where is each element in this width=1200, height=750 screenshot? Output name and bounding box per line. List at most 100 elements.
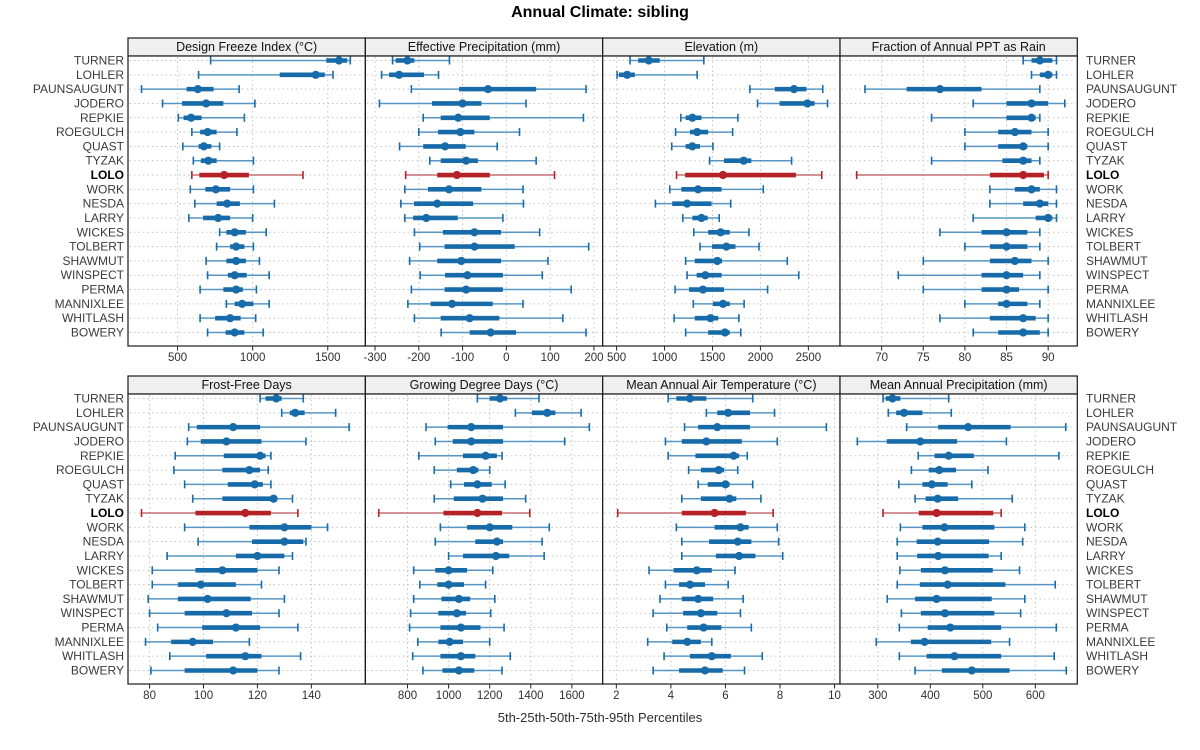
- median-dot: [253, 551, 262, 561]
- site-label-left-tolbert: TOLBERT: [69, 578, 125, 592]
- range-wickes: [939, 228, 1041, 237]
- median-dot: [241, 652, 250, 661]
- x-tick-label: 85: [1000, 352, 1013, 364]
- site-label-left-paunsaugunt: PAUNSAUGUNT: [33, 82, 125, 96]
- x-tick-label: 2: [613, 690, 619, 702]
- range-turner: [476, 394, 540, 403]
- range-mannixlee: [416, 637, 491, 646]
- range-mannixlee: [225, 299, 270, 308]
- range-bowery: [440, 328, 587, 337]
- range-paunsaugunt: [187, 423, 350, 432]
- range-winspect: [419, 271, 544, 280]
- panel-strip-title: Design Freeze Index (°C): [176, 40, 317, 54]
- range-roegulch: [910, 465, 989, 475]
- site-label-left-mannixlee: MANNIXLEE: [55, 297, 124, 311]
- site-label-right-larry: LARRY: [1086, 549, 1126, 563]
- panel-strip-title: Mean Annual Air Temperature (°C): [626, 378, 816, 392]
- range-work: [183, 523, 329, 532]
- site-label-right-wickes: WICKES: [1086, 563, 1133, 577]
- x-tick-label: 1000: [652, 352, 678, 364]
- median-dot: [201, 99, 211, 108]
- median-dot: [230, 328, 239, 337]
- site-label-left-turner: TURNER: [74, 392, 124, 406]
- median-dot: [473, 480, 482, 489]
- range-bowery: [684, 328, 742, 337]
- median-dot: [232, 256, 241, 266]
- median-dot: [710, 508, 719, 518]
- range-tyzak: [191, 494, 294, 503]
- median-dot: [1044, 70, 1053, 79]
- site-label-right-work: WORK: [1086, 520, 1123, 534]
- median-dot: [685, 394, 695, 403]
- range-paunsaugunt: [749, 85, 824, 94]
- median-dot: [220, 170, 229, 180]
- range-roegulch: [964, 127, 1049, 137]
- range-lolo: [882, 508, 1002, 518]
- range-shawmut: [886, 594, 1026, 604]
- site-label-left-larry: LARRY: [84, 549, 124, 563]
- site-label-left-larry: LARRY: [84, 211, 124, 225]
- range-mannixlee: [875, 637, 1011, 646]
- median-dot: [1002, 242, 1011, 251]
- median-dot: [473, 508, 482, 518]
- median-dot: [229, 666, 238, 675]
- x-tick-label: 1600: [559, 690, 585, 702]
- range-bowery: [150, 666, 280, 675]
- median-dot: [946, 623, 955, 632]
- site-label-left-tyzak: TYZAK: [85, 154, 124, 168]
- x-tick-label: -300: [364, 352, 387, 364]
- median-dot: [699, 623, 708, 632]
- range-whitlash: [673, 314, 740, 323]
- median-dot: [933, 537, 942, 546]
- median-dot: [1010, 256, 1019, 266]
- range-wickes: [218, 228, 267, 237]
- range-winspect: [409, 609, 492, 618]
- site-label-left-wickes: WICKES: [77, 563, 124, 577]
- range-repkie: [930, 113, 1041, 122]
- panel-mean-annual-precipitation-mm: Mean Annual Precipitation (mm) 300 400 500 6…: [839, 375, 1078, 702]
- median-dot: [789, 85, 799, 94]
- x-tick-label: 1000: [436, 690, 462, 702]
- median-dot: [229, 423, 238, 432]
- site-label-left-work: WORK: [87, 182, 124, 196]
- range-larry: [166, 551, 294, 561]
- site-label-left-jodero: JODERO: [74, 434, 124, 448]
- panel-area: [364, 55, 604, 347]
- panel-area: [839, 393, 1078, 685]
- x-tick-label: 500: [607, 352, 626, 364]
- median-dot: [933, 494, 942, 503]
- site-label-left-paunsaugunt: PAUNSAUGUNT: [33, 420, 125, 434]
- median-dot: [725, 494, 734, 503]
- range-turner: [667, 394, 754, 403]
- range-tyzak: [914, 494, 1014, 503]
- panel-mean-annual-air-temperature-c: Mean Annual Air Temperature (°C) 2 4 6 8 10: [602, 375, 841, 702]
- median-dot: [291, 408, 300, 417]
- panel-strip-title: Frost-Free Days: [202, 378, 292, 392]
- median-dot: [403, 56, 412, 65]
- range-quast: [670, 142, 714, 151]
- site-label-left-repkie: REPKIE: [80, 449, 124, 463]
- chart-title: Annual Climate: sibling: [511, 4, 689, 21]
- median-dot: [469, 465, 478, 475]
- x-tick-label: 100: [541, 352, 560, 364]
- median-dot: [444, 185, 454, 194]
- median-dot: [226, 314, 235, 323]
- site-label-left-shawmut: SHAWMUT: [62, 254, 124, 268]
- median-dot: [238, 299, 247, 308]
- site-label-right-jodero: JODERO: [1086, 434, 1136, 448]
- median-dot: [733, 537, 742, 546]
- range-lohler: [705, 408, 776, 417]
- median-dot: [456, 623, 466, 632]
- site-label-left-whitlash: WHITLASH: [62, 311, 124, 325]
- x-tick-label: -100: [451, 352, 474, 364]
- x-tick-label: 4: [668, 690, 675, 702]
- site-label-right-mannixlee: MANNIXLEE: [1086, 635, 1155, 649]
- median-dot: [718, 299, 728, 308]
- median-dot: [445, 637, 454, 646]
- range-jodero: [856, 437, 1008, 446]
- range-work: [989, 185, 1058, 194]
- median-dot: [724, 408, 733, 417]
- range-quast: [449, 480, 506, 489]
- median-dot: [713, 256, 722, 266]
- x-tick-label: 140: [302, 690, 321, 702]
